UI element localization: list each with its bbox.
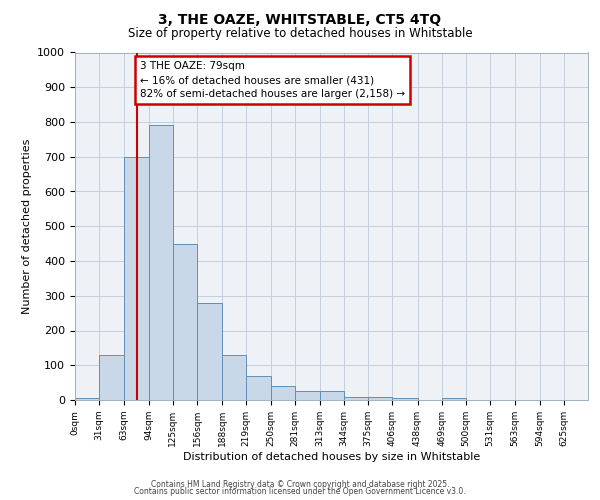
Bar: [392, 398, 418, 400]
Y-axis label: Number of detached properties: Number of detached properties: [22, 138, 32, 314]
Bar: [124, 157, 149, 400]
Text: Contains HM Land Registry data © Crown copyright and database right 2025.: Contains HM Land Registry data © Crown c…: [151, 480, 449, 489]
Bar: [75, 398, 99, 400]
Text: Contains public sector information licensed under the Open Government Licence v3: Contains public sector information licen…: [134, 487, 466, 496]
Bar: [320, 392, 344, 400]
Bar: [99, 355, 124, 400]
Text: 3, THE OAZE, WHITSTABLE, CT5 4TQ: 3, THE OAZE, WHITSTABLE, CT5 4TQ: [158, 12, 442, 26]
Bar: [197, 302, 222, 400]
Bar: [295, 392, 320, 400]
Bar: [368, 396, 392, 400]
Bar: [442, 398, 466, 400]
Bar: [344, 396, 368, 400]
X-axis label: Distribution of detached houses by size in Whitstable: Distribution of detached houses by size …: [183, 452, 480, 462]
Bar: [149, 126, 173, 400]
Bar: [271, 386, 295, 400]
Bar: [246, 376, 271, 400]
Bar: [173, 244, 197, 400]
Text: Size of property relative to detached houses in Whitstable: Size of property relative to detached ho…: [128, 28, 472, 40]
Bar: [222, 355, 246, 400]
Text: 3 THE OAZE: 79sqm
← 16% of detached houses are smaller (431)
82% of semi-detache: 3 THE OAZE: 79sqm ← 16% of detached hous…: [140, 61, 405, 99]
